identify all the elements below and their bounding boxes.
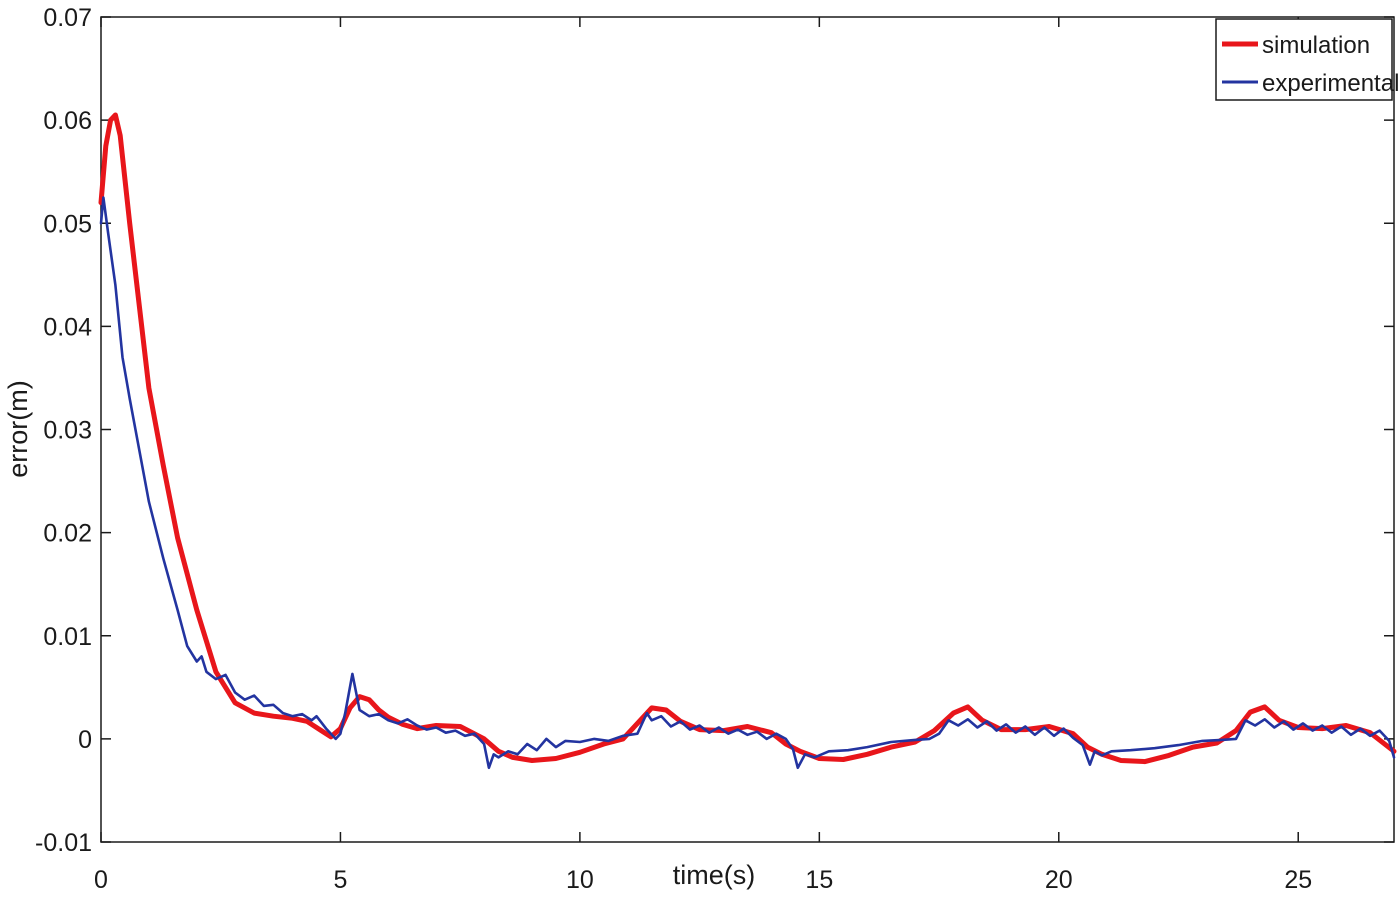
plot-frame (100, 16, 1395, 843)
x-tick-label: 25 (1284, 866, 1312, 894)
axis-ticks: 0 5 10 15 20 25-0.0100.010.020.030.040.050.06… (35, 4, 1394, 894)
y-tick-label: 0.03 (43, 417, 92, 445)
x-tick-label: 5 (333, 866, 347, 894)
x-tick-label: 0 (94, 866, 108, 894)
legend-label-experimental: experimental (1262, 70, 1398, 97)
x-axis-label: time(s) (673, 860, 756, 890)
y-tick-label: 0.05 (43, 210, 92, 238)
x-tick-label: 10 (566, 866, 594, 894)
y-tick-label: 0.06 (43, 107, 92, 135)
y-tick-label: -0.01 (35, 829, 92, 857)
series-lines (98, 112, 1397, 770)
y-tick-label: 0.02 (43, 520, 92, 548)
y-tick-label: 0 (78, 726, 92, 754)
x-tick-label: 20 (1045, 866, 1073, 894)
series-line-experimental (99, 196, 1396, 770)
y-axis-label: error(m) (3, 380, 33, 477)
x-tick-label: 15 (805, 866, 833, 894)
y-tick-label: 0.04 (43, 313, 92, 341)
legend-label-simulation: simulation (1262, 32, 1370, 59)
legend: simulation experimental (1215, 18, 1398, 101)
y-tick-label: 0.07 (43, 4, 92, 32)
legend-box (1215, 18, 1393, 101)
y-tick-label: 0.01 (43, 623, 92, 651)
